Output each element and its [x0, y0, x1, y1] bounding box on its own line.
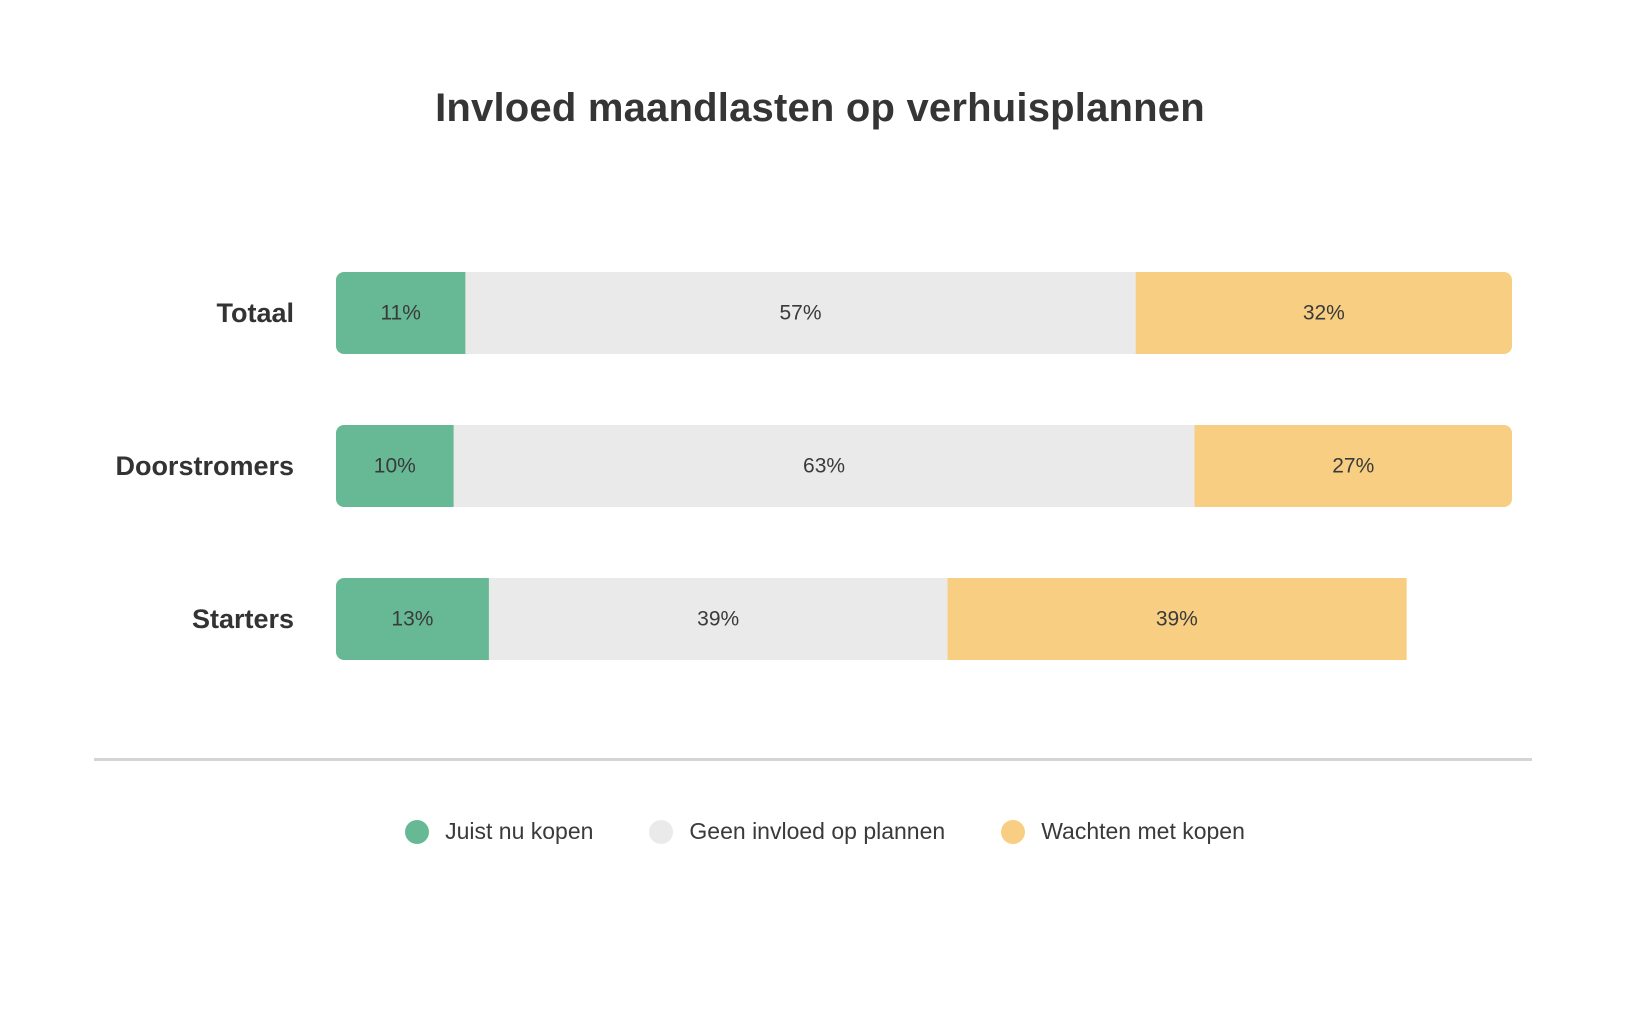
- bar-row-totaal: [336, 272, 1512, 354]
- data-label-doorstromers-2: 27%: [1332, 455, 1374, 478]
- bar-row-doorstromers: [336, 425, 1512, 507]
- data-label-totaal-0: 11%: [380, 302, 420, 325]
- legend-label-juist-nu-kopen: Juist nu kopen: [445, 818, 594, 844]
- data-label-starters-0: 13%: [391, 608, 433, 631]
- data-label-starters-1: 39%: [697, 608, 739, 631]
- bar-segment-totaal-1: [465, 272, 1137, 354]
- bar-row-starters: [336, 578, 1407, 660]
- chart-title: Invloed maandlasten op verhuisplannen: [435, 86, 1205, 130]
- data-label-totaal-1: 57%: [780, 302, 822, 325]
- legend-swatch-wachten-met-kopen: [1001, 819, 1026, 844]
- legend-label-wachten-met-kopen: Wachten met kopen: [1041, 818, 1245, 844]
- data-label-starters-2: 39%: [1156, 608, 1198, 631]
- legend-item-juist-nu-kopen: Juist nu kopen: [405, 818, 593, 845]
- data-label-totaal-2: 32%: [1303, 302, 1345, 325]
- legend-swatch-geen-invloed: [649, 819, 674, 844]
- legend-swatch-juist-nu-kopen: [405, 819, 430, 844]
- category-label-doorstromers: Doorstromers: [115, 451, 294, 481]
- legend-divider: [94, 758, 1532, 761]
- bar-segment-totaal-0: [336, 272, 466, 354]
- bar-segment-doorstromers-2: [1194, 425, 1512, 507]
- bar-segment-starters-0: [336, 578, 490, 660]
- bar-segment-totaal-2: [1135, 272, 1512, 354]
- bar-segment-doorstromers-1: [453, 425, 1195, 507]
- legend-item-wachten-met-kopen: Wachten met kopen: [1001, 818, 1245, 845]
- category-label-starters: Starters: [192, 604, 294, 634]
- data-label-doorstromers-0: 10%: [374, 455, 416, 478]
- bar-segment-starters-1: [488, 578, 949, 660]
- category-label-totaal: Totaal: [216, 298, 294, 328]
- chart-legend: Juist nu kopen Geen invloed op plannen W…: [0, 818, 1640, 845]
- bar-segment-doorstromers-0: [336, 425, 455, 507]
- legend-label-geen-invloed: Geen invloed op plannen: [689, 818, 946, 844]
- stacked-bar-chart: Totaal 11% 57% 32% Doorstromers 10% 63% 27% Star…: [115, 272, 1512, 660]
- bar-segment-starters-2: [947, 578, 1407, 660]
- data-label-doorstromers-1: 63%: [803, 455, 845, 478]
- legend-item-geen-invloed: Geen invloed op plannen: [649, 818, 945, 845]
